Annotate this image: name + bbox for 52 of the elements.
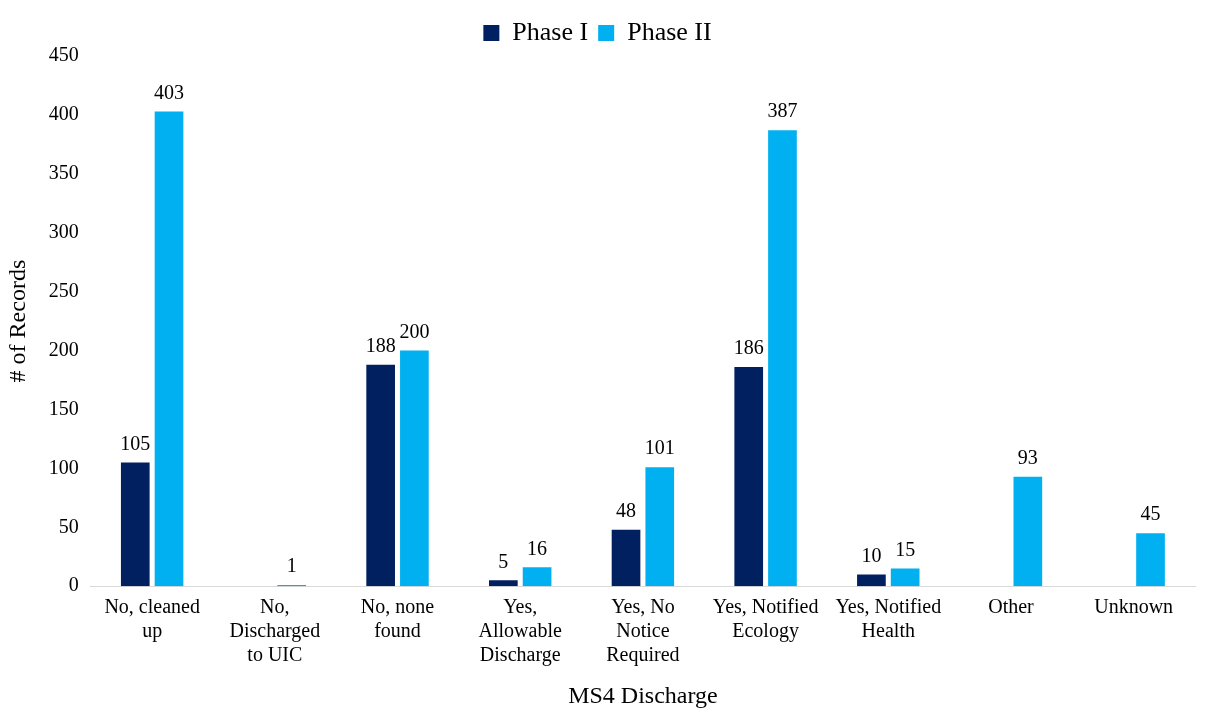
y-tick-label: 250	[48, 278, 79, 301]
bar	[489, 580, 518, 587]
y-axis-title: # of Records	[3, 259, 30, 383]
data-label: 1	[286, 554, 297, 577]
data-label: 186	[733, 336, 764, 359]
bar	[890, 568, 920, 587]
bar	[611, 529, 641, 587]
legend-label: Phase II	[627, 16, 712, 46]
y-tick-label: 100	[48, 455, 79, 478]
data-label: 387	[767, 99, 798, 122]
bar	[522, 567, 552, 587]
data-label: 5	[498, 549, 509, 572]
data-label: 93	[1017, 445, 1038, 468]
data-label: 403	[154, 80, 185, 103]
x-axis-title: MS4 Discharge	[568, 681, 718, 708]
bar	[120, 462, 150, 587]
data-label: 188	[365, 333, 396, 356]
x-tick-label: No, none found	[360, 595, 435, 642]
y-tick-label: 50	[58, 514, 79, 537]
x-tick-label: No, Discharged to UIC	[229, 595, 321, 666]
bar	[1013, 476, 1043, 587]
y-tick-label: 350	[48, 161, 79, 184]
x-tick-label: Unknown	[1094, 595, 1174, 618]
data-label: 15	[895, 537, 916, 560]
y-tick-label: 450	[48, 43, 79, 66]
bar	[768, 130, 797, 587]
bar	[366, 364, 395, 587]
x-tick-label: Yes, No Notice Required	[606, 595, 680, 667]
x-tick-label: Yes, Allowable Discharge	[478, 595, 562, 667]
bar	[645, 467, 675, 587]
data-label: 101	[644, 436, 675, 459]
legend-label: Phase I	[512, 16, 589, 46]
bar	[1136, 533, 1165, 587]
bar	[857, 574, 886, 587]
data-label: 16	[527, 536, 548, 559]
bar	[734, 367, 764, 587]
y-tick-label: 200	[48, 337, 79, 360]
data-label: 10	[861, 543, 882, 566]
bar	[154, 111, 184, 587]
x-tick-label: Yes, Notified Ecology	[712, 595, 819, 643]
x-tick-label: Yes, Notified Health	[835, 595, 942, 642]
x-tick-label: Other	[988, 595, 1035, 618]
data-label: 45	[1140, 502, 1161, 525]
data-label: 105	[120, 431, 151, 454]
bar	[400, 350, 429, 587]
x-tick-label: No, cleaned up	[104, 595, 200, 643]
y-tick-label: 300	[48, 219, 79, 242]
y-tick-label: 400	[48, 102, 79, 125]
data-label: 200	[399, 319, 430, 342]
y-tick-label: 150	[48, 396, 79, 419]
y-tick-label: 0	[68, 573, 79, 596]
data-label: 48	[616, 498, 637, 521]
